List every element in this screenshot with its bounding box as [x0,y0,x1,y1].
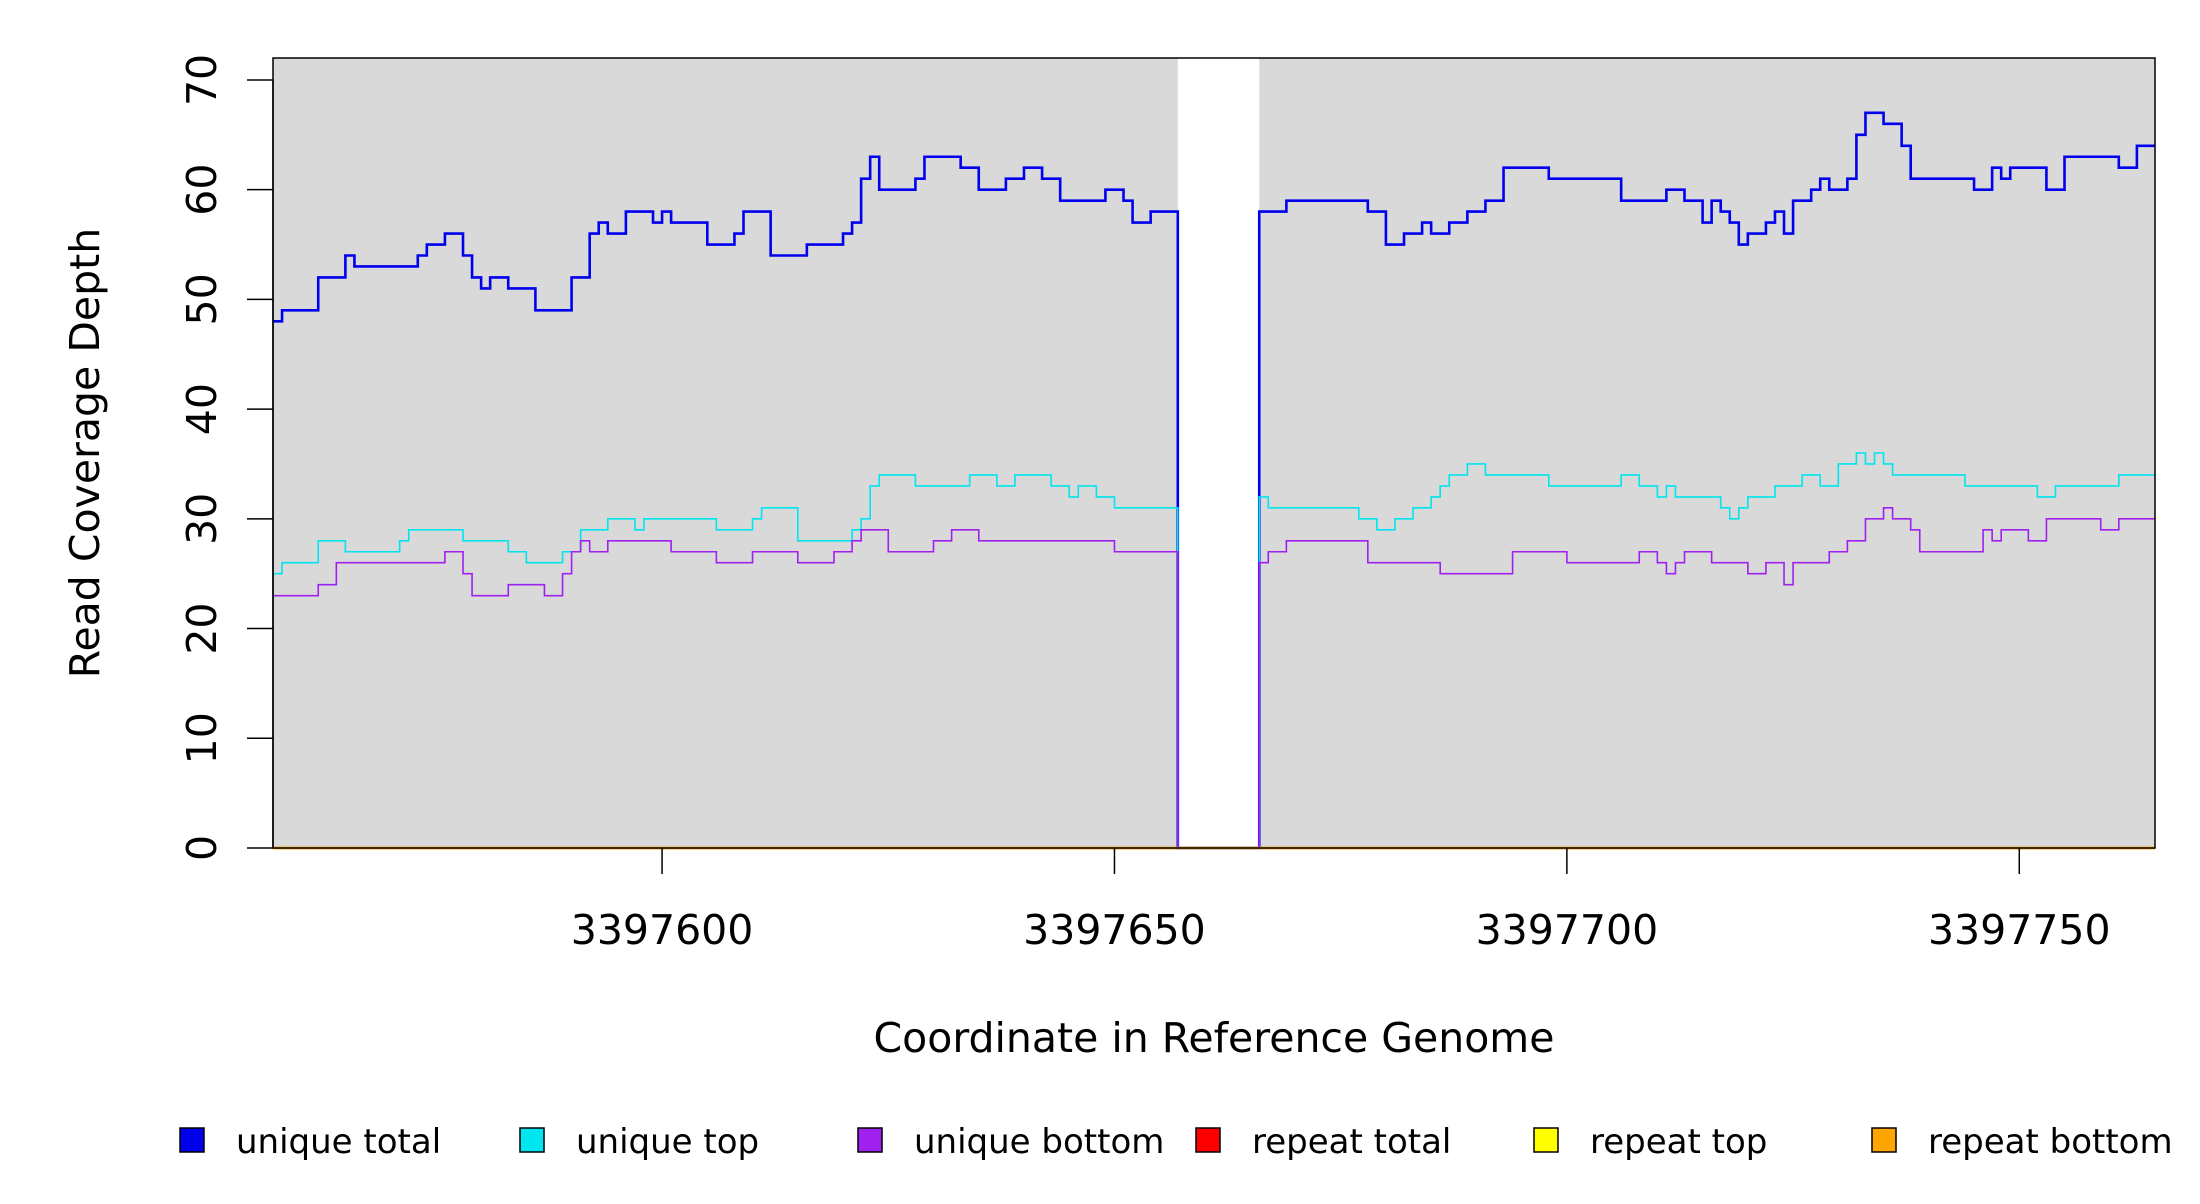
legend-label: unique total [236,1122,441,1162]
y-tick-label: 40 [178,383,226,435]
x-tick-label: 3397700 [1476,906,1659,954]
legend-swatch-repeat-bottom [1871,1127,1897,1153]
legend-swatch-repeat-total [1195,1127,1221,1153]
y-tick-label: 60 [178,164,226,216]
x-tick-label: 3397750 [1928,906,2111,954]
series-line-unique-top [273,452,2155,849]
legend-label: repeat bottom [1928,1122,2173,1162]
legend-swatch-unique-total [179,1127,205,1153]
x-axis: 3397600 3397650 3397700 3397750 [571,848,2111,954]
x-tick-label: 3397650 [1023,906,1206,954]
legend-swatch-repeat-top [1533,1127,1559,1153]
x-axis-label: Coordinate in Reference Genome [874,1014,1555,1062]
y-axis: 0 10 20 30 40 50 60 70 [178,54,274,861]
legend-swatch-unique-bottom [857,1127,883,1153]
legend-label: repeat top [1590,1122,1767,1162]
y-tick-label: 0 [178,835,226,861]
legend: unique total unique top unique bottom repea… [179,1122,2173,1162]
legend-label: repeat total [1252,1122,1451,1162]
legend-label: unique top [576,1122,759,1162]
y-tick-label: 50 [178,273,226,325]
y-tick-label: 20 [178,602,226,654]
legend-label: unique bottom [914,1122,1164,1162]
x-tick-label: 3397600 [571,906,754,954]
y-tick-label: 10 [178,712,226,764]
gap-region [1177,58,1260,848]
legend-swatch-unique-top [519,1127,545,1153]
y-axis-label: Read Coverage Depth [61,228,109,678]
series-line-unique-total [273,111,2155,850]
y-tick-label: 30 [178,493,226,545]
series-line-unique-bottom [273,507,2155,849]
y-tick-label: 70 [178,54,226,106]
